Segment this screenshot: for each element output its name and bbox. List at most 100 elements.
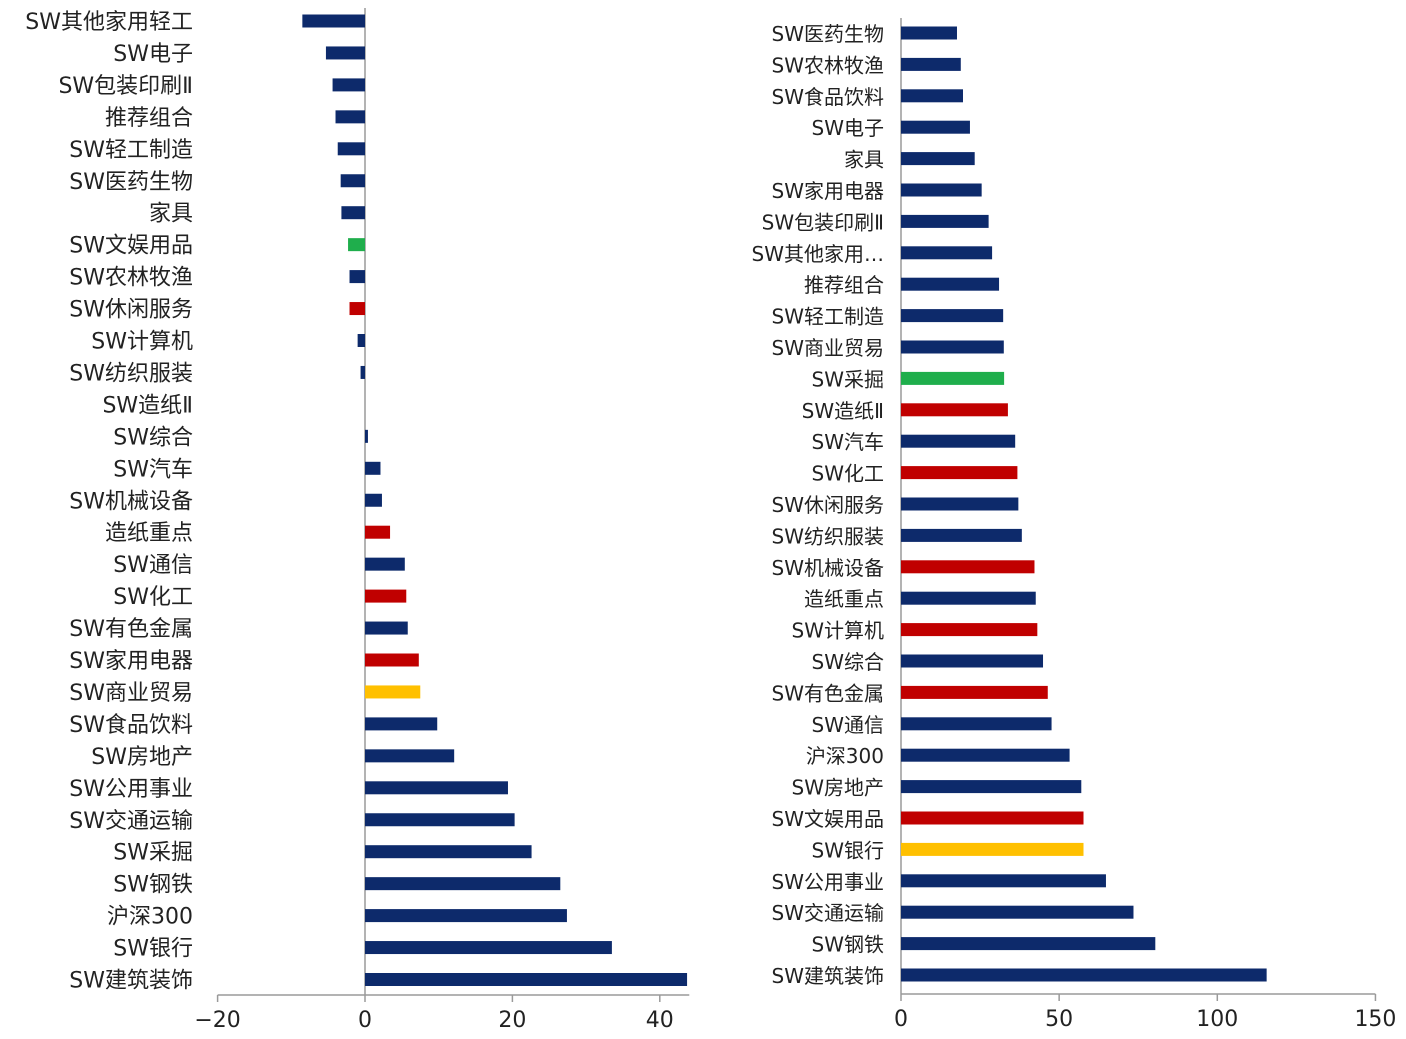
category-label: SW文娱用品 xyxy=(69,234,193,259)
bar xyxy=(365,461,381,475)
category-label: 家具 xyxy=(844,148,884,172)
bar xyxy=(901,434,1016,448)
bar xyxy=(365,781,508,795)
bar xyxy=(349,270,365,284)
bar xyxy=(901,717,1052,731)
category-label: 沪深300 xyxy=(806,744,884,768)
category-label: SW通信 xyxy=(812,713,884,737)
category-label: SW汽车 xyxy=(113,457,193,482)
category-label: SW银行 xyxy=(113,937,193,962)
bar xyxy=(365,589,407,603)
left-bar-chart: −20 0 20 40 SW其他家用轻工 SW电子 SW包装印刷Ⅱ 推荐组合 SW轻工制造 SW医… xyxy=(25,8,690,1033)
bar xyxy=(901,874,1106,888)
category-label: SW其他家用轻工 xyxy=(25,10,193,35)
category-label: SW钢铁 xyxy=(113,873,193,898)
bar xyxy=(901,340,1004,354)
bar xyxy=(901,685,1048,699)
category-label: SW钢铁 xyxy=(812,933,884,957)
x-tick-label: 150 xyxy=(1354,1007,1396,1032)
bar xyxy=(901,89,963,103)
category-label: 造纸重点 xyxy=(804,587,884,611)
category-label: SW计算机 xyxy=(91,330,193,355)
bar xyxy=(901,654,1044,668)
category-label: SW机械设备 xyxy=(69,489,193,514)
bar xyxy=(901,497,1019,511)
category-label: SW综合 xyxy=(113,425,193,450)
category-label: SW其他家用… xyxy=(752,242,884,266)
bar xyxy=(365,749,455,763)
bar xyxy=(901,780,1082,794)
bar xyxy=(901,277,1000,291)
bar xyxy=(901,403,1008,417)
category-label: 造纸重点 xyxy=(105,521,193,546)
category-label: SW商业贸易 xyxy=(69,681,193,706)
category-label: 推荐组合 xyxy=(804,273,884,297)
category-label: SW机械设备 xyxy=(772,556,884,580)
x-tick-label: 0 xyxy=(894,1007,908,1032)
bar xyxy=(365,941,612,955)
x-tick-label: 50 xyxy=(1045,1007,1073,1032)
bar xyxy=(365,909,567,923)
category-label: SW家用电器 xyxy=(69,649,193,674)
category-label: SW通信 xyxy=(113,553,193,578)
bar xyxy=(365,845,532,859)
category-label: SW造纸Ⅱ xyxy=(102,393,193,418)
category-label: SW轻工制造 xyxy=(772,305,884,329)
category-label: SW交通运输 xyxy=(69,809,193,834)
x-tick-label: 0 xyxy=(358,1008,372,1033)
category-label: SW电子 xyxy=(812,116,884,140)
category-label: SW建筑装饰 xyxy=(69,969,193,994)
category-label: SW家用电器 xyxy=(772,179,884,203)
bar xyxy=(901,968,1267,982)
category-label: SW房地产 xyxy=(792,776,884,800)
category-label: SW房地产 xyxy=(91,745,193,770)
category-label: SW造纸Ⅱ xyxy=(802,399,884,423)
bar xyxy=(901,309,1004,323)
bar xyxy=(365,621,408,635)
bar xyxy=(901,842,1084,856)
x-tick-label: 40 xyxy=(646,1008,674,1033)
category-label: SW建筑装饰 xyxy=(772,964,884,988)
category-label: SW采掘 xyxy=(812,367,884,391)
bar xyxy=(357,334,365,347)
category-label: SW有色金属 xyxy=(69,617,193,642)
bar xyxy=(901,623,1038,637)
category-label: SW食品饮料 xyxy=(772,85,884,109)
bar xyxy=(901,560,1035,574)
category-label: SW银行 xyxy=(812,838,884,862)
bar xyxy=(901,120,970,134)
x-tick-label: 100 xyxy=(1196,1007,1238,1032)
category-label: SW医药生物 xyxy=(772,22,884,46)
bar xyxy=(901,371,1005,385)
bar xyxy=(365,557,405,571)
bar xyxy=(901,748,1070,762)
category-label: SW农林牧渔 xyxy=(772,53,884,77)
category-label: SW轻工制造 xyxy=(69,138,193,163)
bar xyxy=(901,591,1036,605)
category-label: SW有色金属 xyxy=(772,681,884,705)
bar xyxy=(348,238,365,252)
x-tick-label: 20 xyxy=(498,1008,526,1033)
bar xyxy=(901,152,975,166)
bar xyxy=(365,429,368,443)
category-label: SW采掘 xyxy=(113,841,193,866)
bar xyxy=(901,905,1134,919)
category-label: SW包装印刷Ⅱ xyxy=(762,210,884,234)
category-label: SW纺织服装 xyxy=(772,524,884,548)
bar xyxy=(332,78,365,92)
category-label: SW文娱用品 xyxy=(772,807,884,831)
bar xyxy=(365,813,515,827)
category-label: SW汽车 xyxy=(812,430,884,454)
bar xyxy=(340,174,365,188)
category-label: SW食品饮料 xyxy=(69,713,193,738)
category-label: SW综合 xyxy=(812,650,884,674)
category-label: SW休闲服务 xyxy=(69,298,193,323)
bar xyxy=(901,246,993,260)
category-label: SW公用事业 xyxy=(772,870,884,894)
category-label: SW纺织服装 xyxy=(69,361,193,386)
category-label: SW交通运输 xyxy=(772,901,884,925)
bar xyxy=(341,206,365,220)
bar xyxy=(325,46,365,60)
